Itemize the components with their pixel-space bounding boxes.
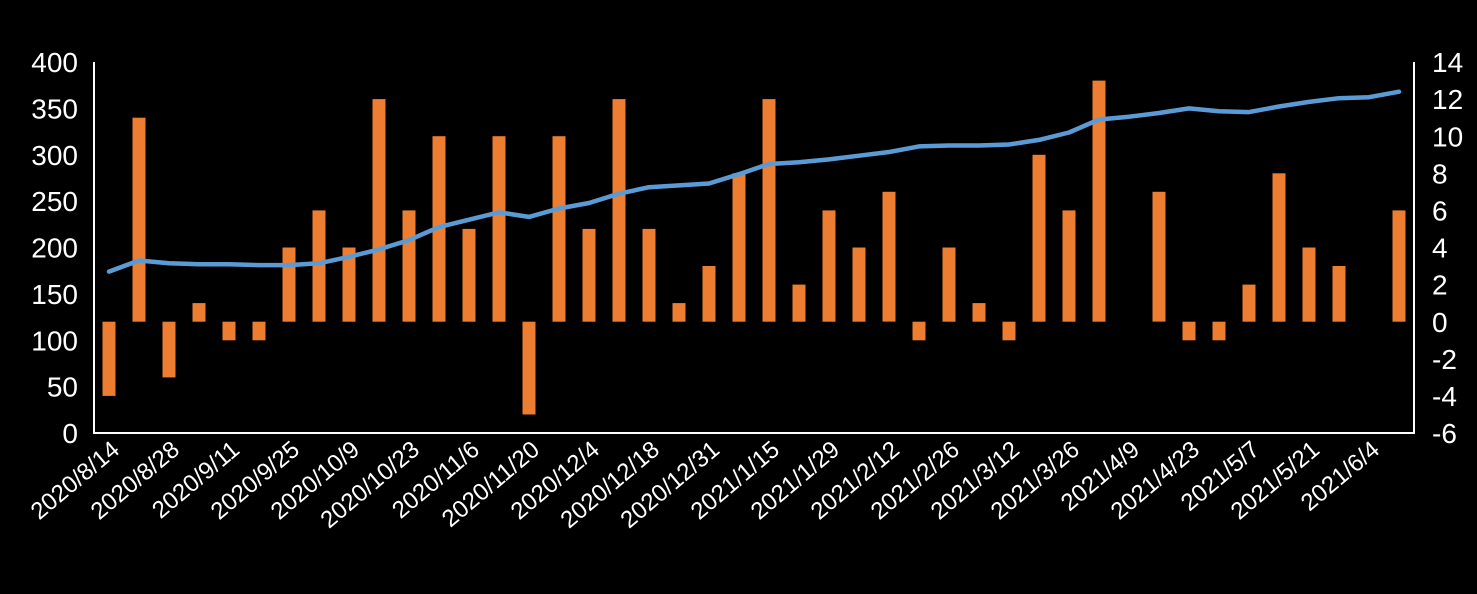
bar (1032, 154, 1046, 322)
left-axis-tick-label: 400 (31, 47, 78, 78)
right-axis-tick-label: -2 (1432, 344, 1457, 375)
left-axis-tick-label: 350 (31, 93, 78, 124)
bar (102, 321, 116, 396)
left-axis-tick-label: 200 (31, 233, 78, 264)
bar (1332, 266, 1346, 322)
bar (1152, 191, 1166, 322)
bar (252, 321, 266, 341)
bar (222, 321, 236, 341)
bar (552, 136, 566, 322)
left-axis-tick-label: 100 (31, 325, 78, 356)
bar (912, 321, 926, 341)
bar (882, 191, 896, 322)
bar (132, 117, 146, 322)
right-axis-tick-label: 2 (1432, 270, 1448, 301)
left-axis-tick-label: 50 (47, 372, 78, 403)
left-axis-tick-label: 250 (31, 186, 78, 217)
bar (192, 303, 206, 322)
left-axis-tick-label: 0 (62, 418, 78, 449)
bar (702, 266, 716, 322)
right-axis-tick-label: 12 (1432, 84, 1463, 115)
bar (1302, 247, 1316, 322)
left-axis-tick-label: 150 (31, 279, 78, 310)
bar (522, 321, 536, 415)
bar (282, 247, 296, 322)
bar (1092, 80, 1106, 322)
bar (402, 210, 416, 322)
bar (672, 303, 686, 322)
bar (1002, 321, 1016, 341)
bar (582, 228, 596, 322)
trend-line (106, 89, 1402, 274)
right-axis-tick-label: -6 (1432, 418, 1457, 449)
bar (1062, 210, 1076, 322)
bar (732, 173, 746, 322)
right-axis-tick-label: 14 (1432, 47, 1463, 78)
right-axis-tick-label: 8 (1432, 158, 1448, 189)
bar (642, 228, 656, 322)
right-axis-tick-label: -4 (1432, 381, 1457, 412)
bar (942, 247, 956, 322)
bar (462, 228, 476, 322)
bar (372, 99, 386, 322)
bar (342, 247, 356, 322)
bar (1182, 321, 1196, 341)
right-axis-tick-label: 10 (1432, 121, 1463, 152)
bar (162, 321, 176, 378)
bar (312, 210, 326, 322)
bar (792, 284, 806, 322)
bar (1242, 284, 1256, 322)
bar (972, 303, 986, 322)
right-axis-tick-label: 0 (1432, 307, 1448, 338)
bar (1272, 173, 1286, 322)
right-axis-tick-label: 4 (1432, 233, 1448, 264)
left-axis-tick-label: 300 (31, 140, 78, 171)
bar (762, 99, 776, 322)
right-axis-tick-label: 6 (1432, 195, 1448, 226)
bar (852, 247, 866, 322)
bar (822, 210, 836, 322)
bar (492, 136, 506, 322)
bar (612, 99, 626, 322)
bar (1212, 321, 1226, 341)
bar (1392, 210, 1406, 322)
